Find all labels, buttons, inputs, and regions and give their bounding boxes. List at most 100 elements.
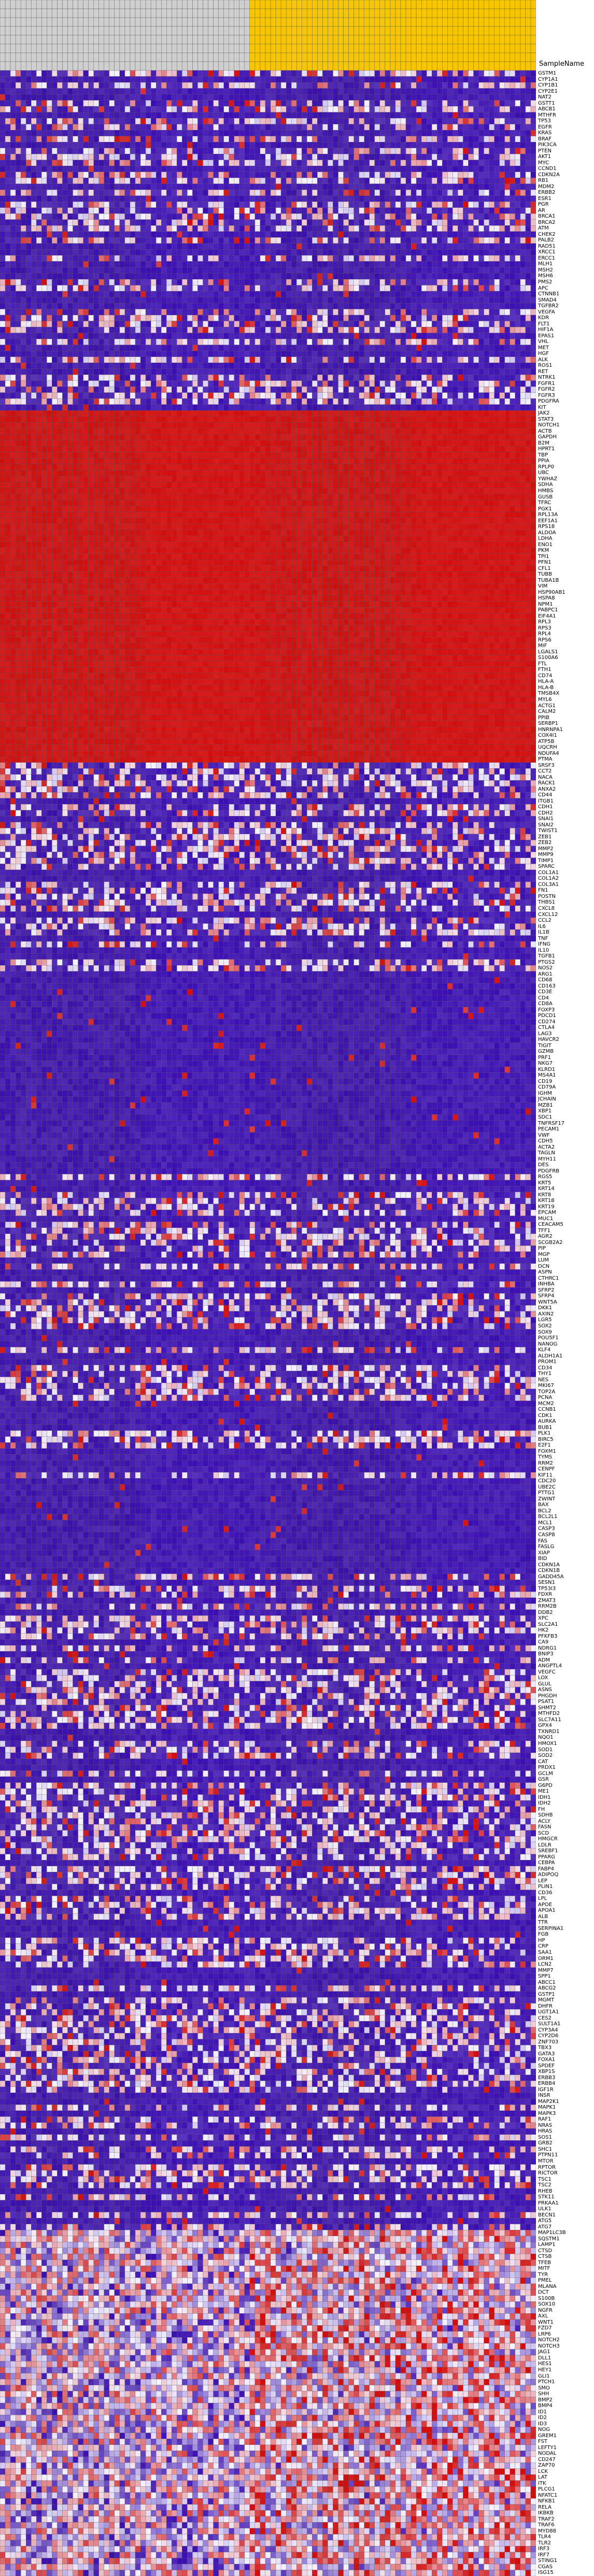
header-annotation-cell [526,62,531,70]
heatmap-cell [151,94,156,101]
heatmap-cell [52,82,57,89]
header-annotation-cell [192,26,197,35]
heatmap-cell [302,94,307,101]
header-annotation-cell [307,35,312,44]
header-annotation-cell [140,0,146,9]
heatmap-cell [255,94,260,101]
heatmap-cell [26,89,31,95]
header-annotation-cell [296,35,302,44]
heatmap-cell [5,89,10,95]
header-annotation-cell [515,44,520,53]
header-annotation-cell [156,18,161,26]
heatmap-cell [16,77,21,83]
header-annotation-cell [125,53,130,62]
header-annotation-cell [250,0,255,9]
header-annotation-cell [468,18,473,26]
heatmap-cell [307,82,312,89]
header-annotation-cell [208,44,214,53]
header-annotation-cell [78,26,83,35]
header-annotation-cell [302,62,307,70]
header-annotation-cell [520,26,526,35]
header-annotation-cell [375,26,380,35]
header-annotation-cell [197,35,203,44]
header-annotation-cell [349,35,354,44]
header-annotation-cell [322,62,328,70]
heatmap-cell [187,77,192,83]
header-annotation-cell [510,62,515,70]
header-annotation-cell [291,53,296,62]
heatmap-cell [375,89,380,95]
heatmap-cell [78,94,83,101]
header-annotation-cell [78,53,83,62]
heatmap-cell [505,70,510,77]
header-annotation-cell [187,18,192,26]
heatmap-cell [291,89,296,95]
heatmap-cell [479,82,484,89]
heatmap-cell [16,89,21,95]
heatmap-cell [57,70,62,77]
heatmap-cell [375,70,380,77]
heatmap-cell [62,94,67,101]
header-annotation-cell [312,62,317,70]
heatmap-cell [135,89,140,95]
header-annotation-cell [317,44,322,53]
heatmap-cell [411,89,416,95]
heatmap-cell [239,89,245,95]
header-annotation-cell [338,26,344,35]
header-annotation-cell [120,35,125,44]
header-annotation-cell [89,35,94,44]
heatmap-cell [197,82,203,89]
header-annotation-cell [338,18,344,26]
heatmap-cell [421,70,427,77]
header-annotation-cell [520,9,526,18]
heatmap-cell [151,89,156,95]
header-annotation-cell [416,26,421,35]
heatmap-cell [208,77,214,83]
heatmap-cell [447,89,452,95]
header-annotation-cell [281,26,286,35]
header-annotation-cell [130,44,135,53]
heatmap-cell [281,82,286,89]
header-annotation-cell [312,26,317,35]
header-annotation-cell [291,26,296,35]
header-annotation-cell [62,62,67,70]
header-annotation-cell [510,35,515,44]
header-annotation-cell [73,0,78,9]
header-annotation-cell [317,18,322,26]
heatmap-cell [208,82,214,89]
heatmap-cell [52,94,57,101]
header-annotation-cell [489,44,494,53]
heatmap-cell [338,77,344,83]
header-annotation-cell [411,44,416,53]
header-annotation-cell [307,0,312,9]
header-annotation-cell [442,9,447,18]
header-annotation-cell [395,62,401,70]
heatmap-cell [31,94,36,101]
header-annotation-cell [479,26,484,35]
heatmap-cell [214,77,219,83]
header-annotation-cell [245,26,250,35]
header-annotation-cell [208,35,214,44]
header-annotation-cell [47,53,52,62]
header-annotation-cell [390,62,395,70]
heatmap-cell [484,82,489,89]
heatmap-cell [307,94,312,101]
header-annotation-cell [78,62,83,70]
header-annotation-cell [437,18,442,26]
header-annotation-cell [452,53,458,62]
header-annotation-cell [395,0,401,9]
header-annotation-cell [151,0,156,9]
heatmap-cell [109,94,115,101]
header-annotation-cell [57,0,62,9]
header-annotation-cell [130,35,135,44]
header-annotation-cell [271,26,276,35]
heatmap-cell [5,94,10,101]
header-annotation-cell [322,9,328,18]
header-annotation-cell [265,62,271,70]
heatmap-cell [21,89,26,95]
header-annotation-cell [359,26,364,35]
heatmap-cell [322,94,328,101]
heatmap-cell [172,70,177,77]
header-annotation-cell [494,44,500,53]
header-annotation-cell [328,0,333,9]
